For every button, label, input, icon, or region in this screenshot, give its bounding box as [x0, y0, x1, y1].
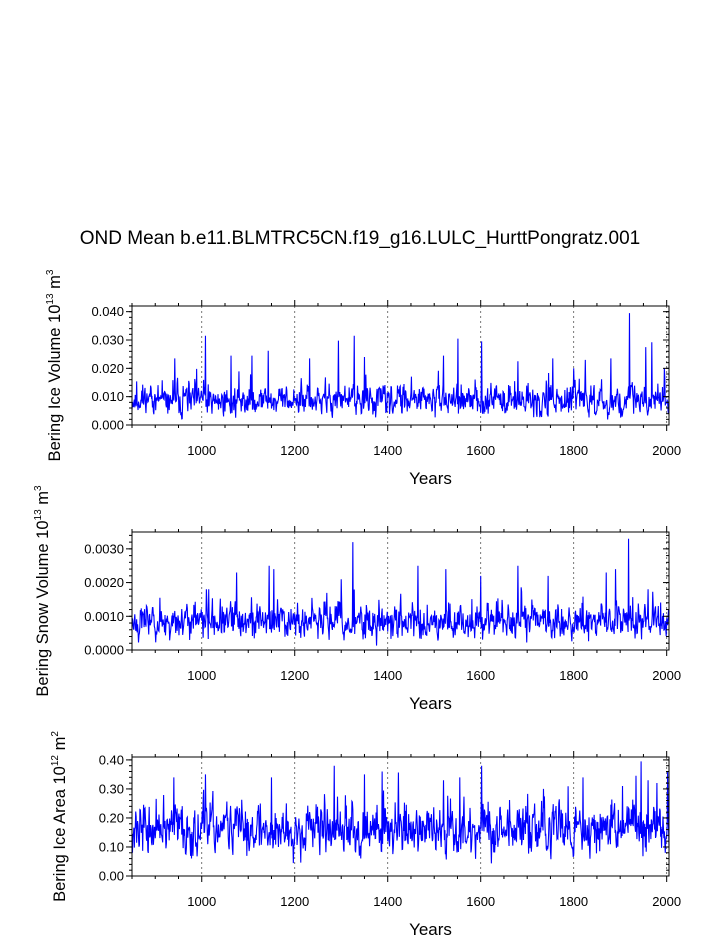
- y-tick-label: 0.30: [99, 781, 124, 796]
- x-tick-label: 1600: [466, 443, 495, 458]
- x-tick-label: 2000: [652, 668, 681, 683]
- x-tick-label: 1200: [280, 668, 309, 683]
- figure-title: OND Mean b.e11.BLMTRC5CN.f19_g16.LULC_Hu…: [80, 228, 640, 249]
- x-tick-label: 1800: [559, 894, 588, 909]
- plot-frame: [131, 756, 670, 877]
- y-label-main: Bering Snow Volume 10: [34, 520, 52, 696]
- x-tick-label: 1000: [187, 668, 216, 683]
- y-tick-label: 0.10: [99, 839, 124, 854]
- y-label-unit-exponent: 3: [45, 269, 56, 275]
- y-label-unit: m: [46, 275, 64, 293]
- x-tick-label: 1400: [373, 894, 402, 909]
- x-tick-label: 1400: [373, 668, 402, 683]
- x-tick-label: 1600: [466, 668, 495, 683]
- plot-frame: [131, 531, 670, 651]
- x-tick-label: 1400: [373, 443, 402, 458]
- x-tick-label: 1200: [280, 894, 309, 909]
- panel-ice-volume: 1000 1200 1400 1600 1800 2000 0.000 0.010 0.020 0…: [45, 269, 681, 488]
- x-tick-label: 1200: [280, 443, 309, 458]
- y-label-unit-exponent: 3: [33, 485, 44, 491]
- y-label-main: Bering Ice Volume 10: [46, 305, 64, 462]
- x-tick-label: 1800: [559, 443, 588, 458]
- y-label-exponent: 13: [33, 509, 44, 521]
- y-tick-label: 0.0030: [84, 541, 124, 556]
- x-tick-label: 1000: [187, 443, 216, 458]
- x-tick-label: 1800: [559, 668, 588, 683]
- y-tick-label: 0.20: [99, 810, 124, 825]
- y-axis-label: Bering Ice Area 1012 m2: [50, 731, 69, 902]
- y-axis-label: Bering Snow Volume 1013 m3: [33, 485, 52, 697]
- y-label-unit: m: [51, 737, 69, 755]
- plot-frame: [131, 305, 670, 426]
- panel-ice-area: 1000 1200 1400 1600 1800 2000 0.00 0.10 0.20 0.30…: [50, 731, 681, 935]
- series-line-snow-volume: [131, 538, 670, 646]
- y-label-unit-exponent: 2: [50, 731, 61, 737]
- x-tick-label: 2000: [652, 894, 681, 909]
- x-axis-label: Years: [409, 694, 452, 713]
- y-tick-label: 0.030: [91, 333, 124, 348]
- y-tick-label: 0.020: [91, 361, 124, 376]
- x-tick-label: 1600: [466, 894, 495, 909]
- x-axis-label: Years: [409, 469, 452, 488]
- y-label-main: Bering Ice Area 10: [51, 766, 69, 902]
- y-axis-label: Bering Ice Volume 1013 m3: [45, 269, 64, 461]
- y-label-exponent: 13: [45, 293, 56, 305]
- y-tick-label: 0.0020: [84, 575, 124, 590]
- x-axis-label: Years: [409, 920, 452, 935]
- series-line-ice-area: [131, 761, 670, 864]
- y-tick-label: 0.0000: [84, 643, 124, 658]
- x-tick-label: 1000: [187, 894, 216, 909]
- y-tick-label: 0.000: [91, 418, 124, 433]
- y-tick-label: 0.0010: [84, 609, 124, 624]
- y-tick-label: 0.010: [91, 389, 124, 404]
- series-line-ice-volume: [131, 313, 670, 420]
- y-tick-label: 0.00: [99, 869, 124, 884]
- y-label-exponent: 12: [50, 755, 61, 767]
- y-tick-label: 0.40: [99, 752, 124, 767]
- y-label-unit: m: [34, 491, 52, 509]
- panel-snow-volume: 1000 1200 1400 1600 1800 2000 0.0000 0.0010 0.00…: [33, 485, 681, 713]
- x-tick-label: 2000: [652, 443, 681, 458]
- y-tick-label: 0.040: [91, 304, 124, 319]
